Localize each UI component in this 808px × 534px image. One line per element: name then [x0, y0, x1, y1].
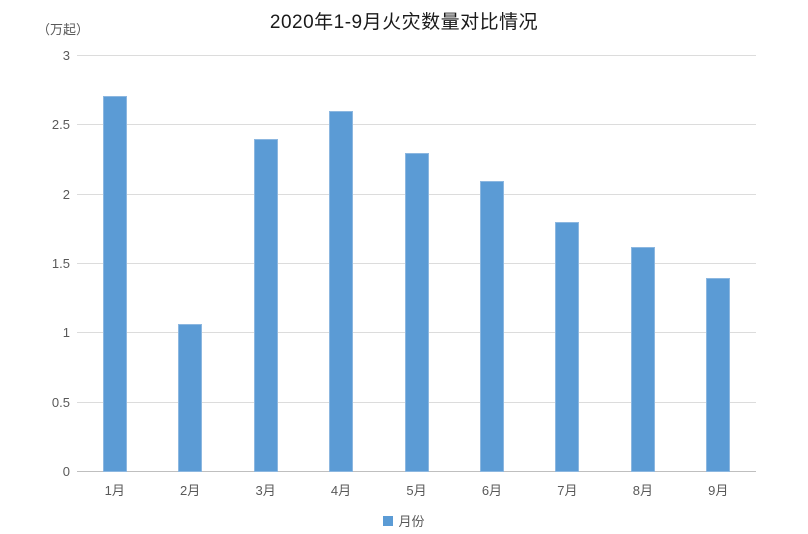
bar-9月	[706, 277, 731, 472]
bar-3月	[253, 139, 278, 472]
bar-6月	[479, 180, 504, 472]
y-tick-label-2: 2	[62, 186, 70, 202]
x-tick-label-1月: 1月	[104, 483, 125, 498]
legend-series-label: 月份	[398, 514, 425, 529]
bar-8月	[630, 247, 655, 472]
bar-1月	[102, 96, 127, 472]
x-tick-label-4月: 4月	[330, 483, 352, 498]
x-tick-label-8月: 8月	[632, 483, 653, 498]
gridline-2.5	[77, 124, 756, 126]
y-axis-unit-label: （万起）	[37, 22, 90, 37]
bar-4月	[329, 111, 354, 472]
x-tick-label-7月: 7月	[557, 483, 578, 498]
chart-title: 2020年1-9月火灾数量对比情况	[269, 12, 539, 33]
plot-area: 1月 2月 3月 4月 5月 6月 7月 8月 9月	[77, 55, 756, 498]
x-tick-label-9月: 9月	[708, 483, 729, 498]
y-tick-label-2.5: 2.5	[51, 117, 70, 133]
y-tick-label-0.5: 0.5	[51, 394, 70, 410]
gridline-3	[77, 55, 756, 56]
bar-5月	[404, 153, 429, 472]
legend-swatch	[383, 515, 394, 526]
y-tick-label-3: 3	[62, 48, 70, 63]
y-tick-label-1.5: 1.5	[51, 256, 70, 271]
y-tick-label-0: 0	[62, 464, 70, 479]
x-tick-label-3月: 3月	[255, 483, 276, 498]
x-tick-label-5月: 5月	[406, 483, 427, 498]
y-tick-label-1: 1	[62, 325, 70, 341]
legend: 月份	[0, 511, 808, 530]
bar-2月	[178, 323, 203, 472]
x-tick-label-6月: 6月	[481, 483, 503, 498]
bar-7月	[555, 222, 580, 472]
x-tick-label-2月: 2月	[180, 483, 201, 498]
